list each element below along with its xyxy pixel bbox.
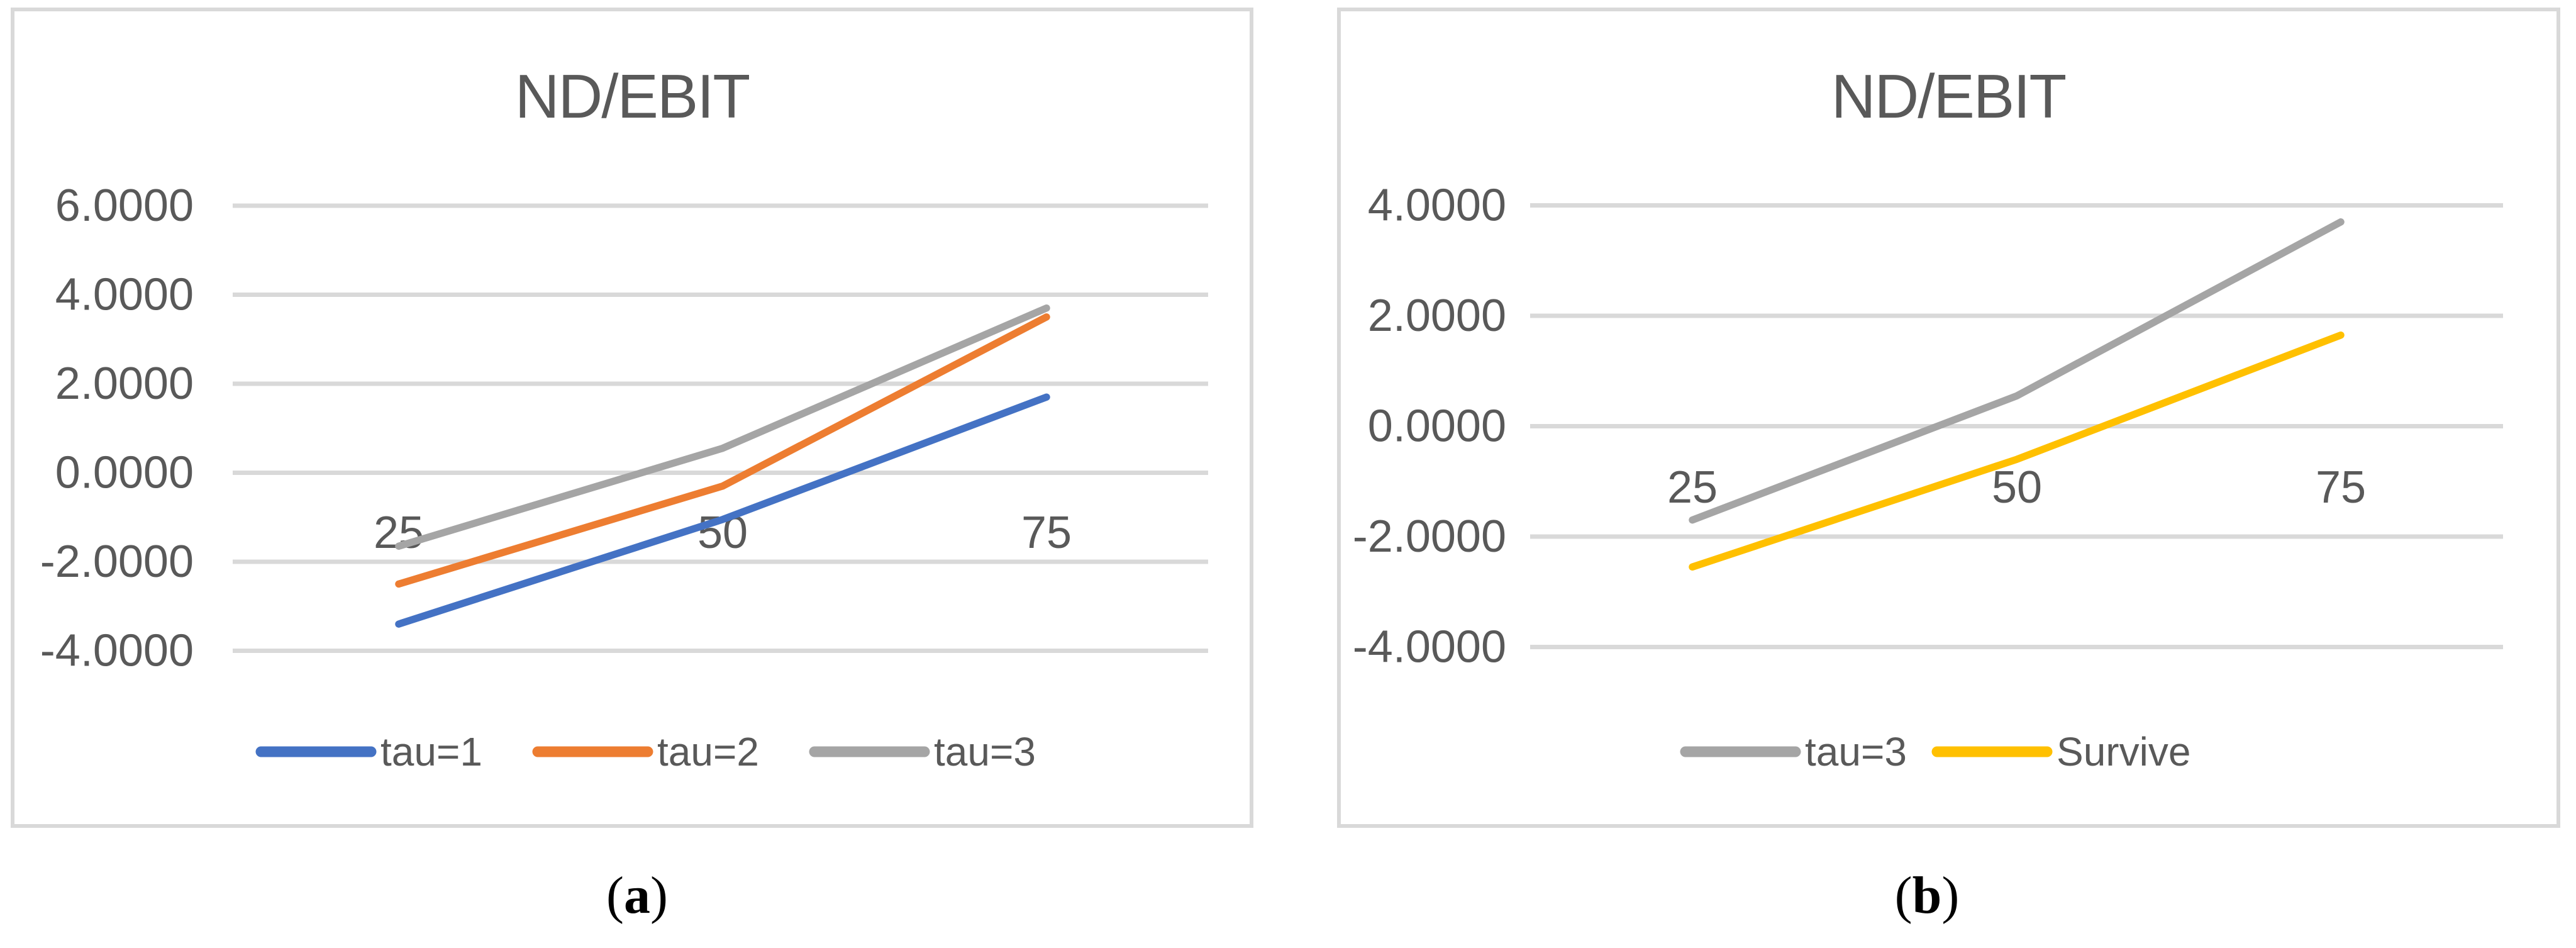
chart-a-legend-label: tau=2 <box>657 729 759 774</box>
chart-b-title: ND/EBIT <box>1831 62 2066 131</box>
chart-a-ytick-label: 4.0000 <box>55 270 194 320</box>
caption-b: (b) <box>1801 866 2053 925</box>
chart-a-series-line-tau-3 <box>395 304 1050 550</box>
chart-a-title: ND/EBIT <box>515 62 750 131</box>
chart-a-area <box>11 8 1253 828</box>
chart-b-series-line-survive <box>1689 331 2345 571</box>
caption-b-letter: b <box>1912 866 1942 925</box>
chart-b-legend-label: Survive <box>2057 729 2190 774</box>
caption-b-close: ) <box>1941 866 1960 925</box>
chart-b-area <box>1337 8 2560 828</box>
chart-a-series-line-tau-2 <box>395 313 1050 588</box>
caption-a-letter: a <box>624 866 650 925</box>
chart-a-series-line-tau-1 <box>395 393 1050 628</box>
chart-a-ytick-label: -2.0000 <box>40 537 194 587</box>
chart-a-ytick-label: 0.0000 <box>55 448 194 498</box>
chart-b-ytick-label: 2.0000 <box>1368 291 1506 341</box>
chart-b-ytick-label: 0.0000 <box>1368 401 1506 452</box>
chart-b-xtick-label: 25 <box>1667 462 1718 513</box>
chart-b-ytick-label: -2.0000 <box>1353 511 1506 562</box>
chart-b-ytick-label: 4.0000 <box>1368 181 1506 231</box>
caption-a-close: ) <box>650 866 668 925</box>
chart-a-xtick-label: 25 <box>374 508 424 558</box>
caption-a-open: ( <box>606 866 624 925</box>
chart-a-legend-label: tau=3 <box>934 729 1036 774</box>
chart-a-ytick-label: 2.0000 <box>55 359 194 409</box>
chart-b-xtick-label: 75 <box>2316 462 2366 513</box>
chart-b-ytick-label: -4.0000 <box>1353 622 1506 672</box>
chart-b-series-line-tau-3 <box>1689 218 2345 524</box>
caption-b-open: ( <box>1894 866 1913 925</box>
chart-b-xtick-label: 50 <box>1992 462 2042 513</box>
chart-a-legend-label: tau=1 <box>380 729 482 774</box>
chart-a-ytick-label: -4.0000 <box>40 626 194 676</box>
caption-a: (a) <box>511 866 763 925</box>
chart-a-xtick-label: 75 <box>1021 508 1072 558</box>
chart-b-legend-label: tau=3 <box>1805 729 1907 774</box>
chart-a-ytick-label: 6.0000 <box>55 181 194 231</box>
